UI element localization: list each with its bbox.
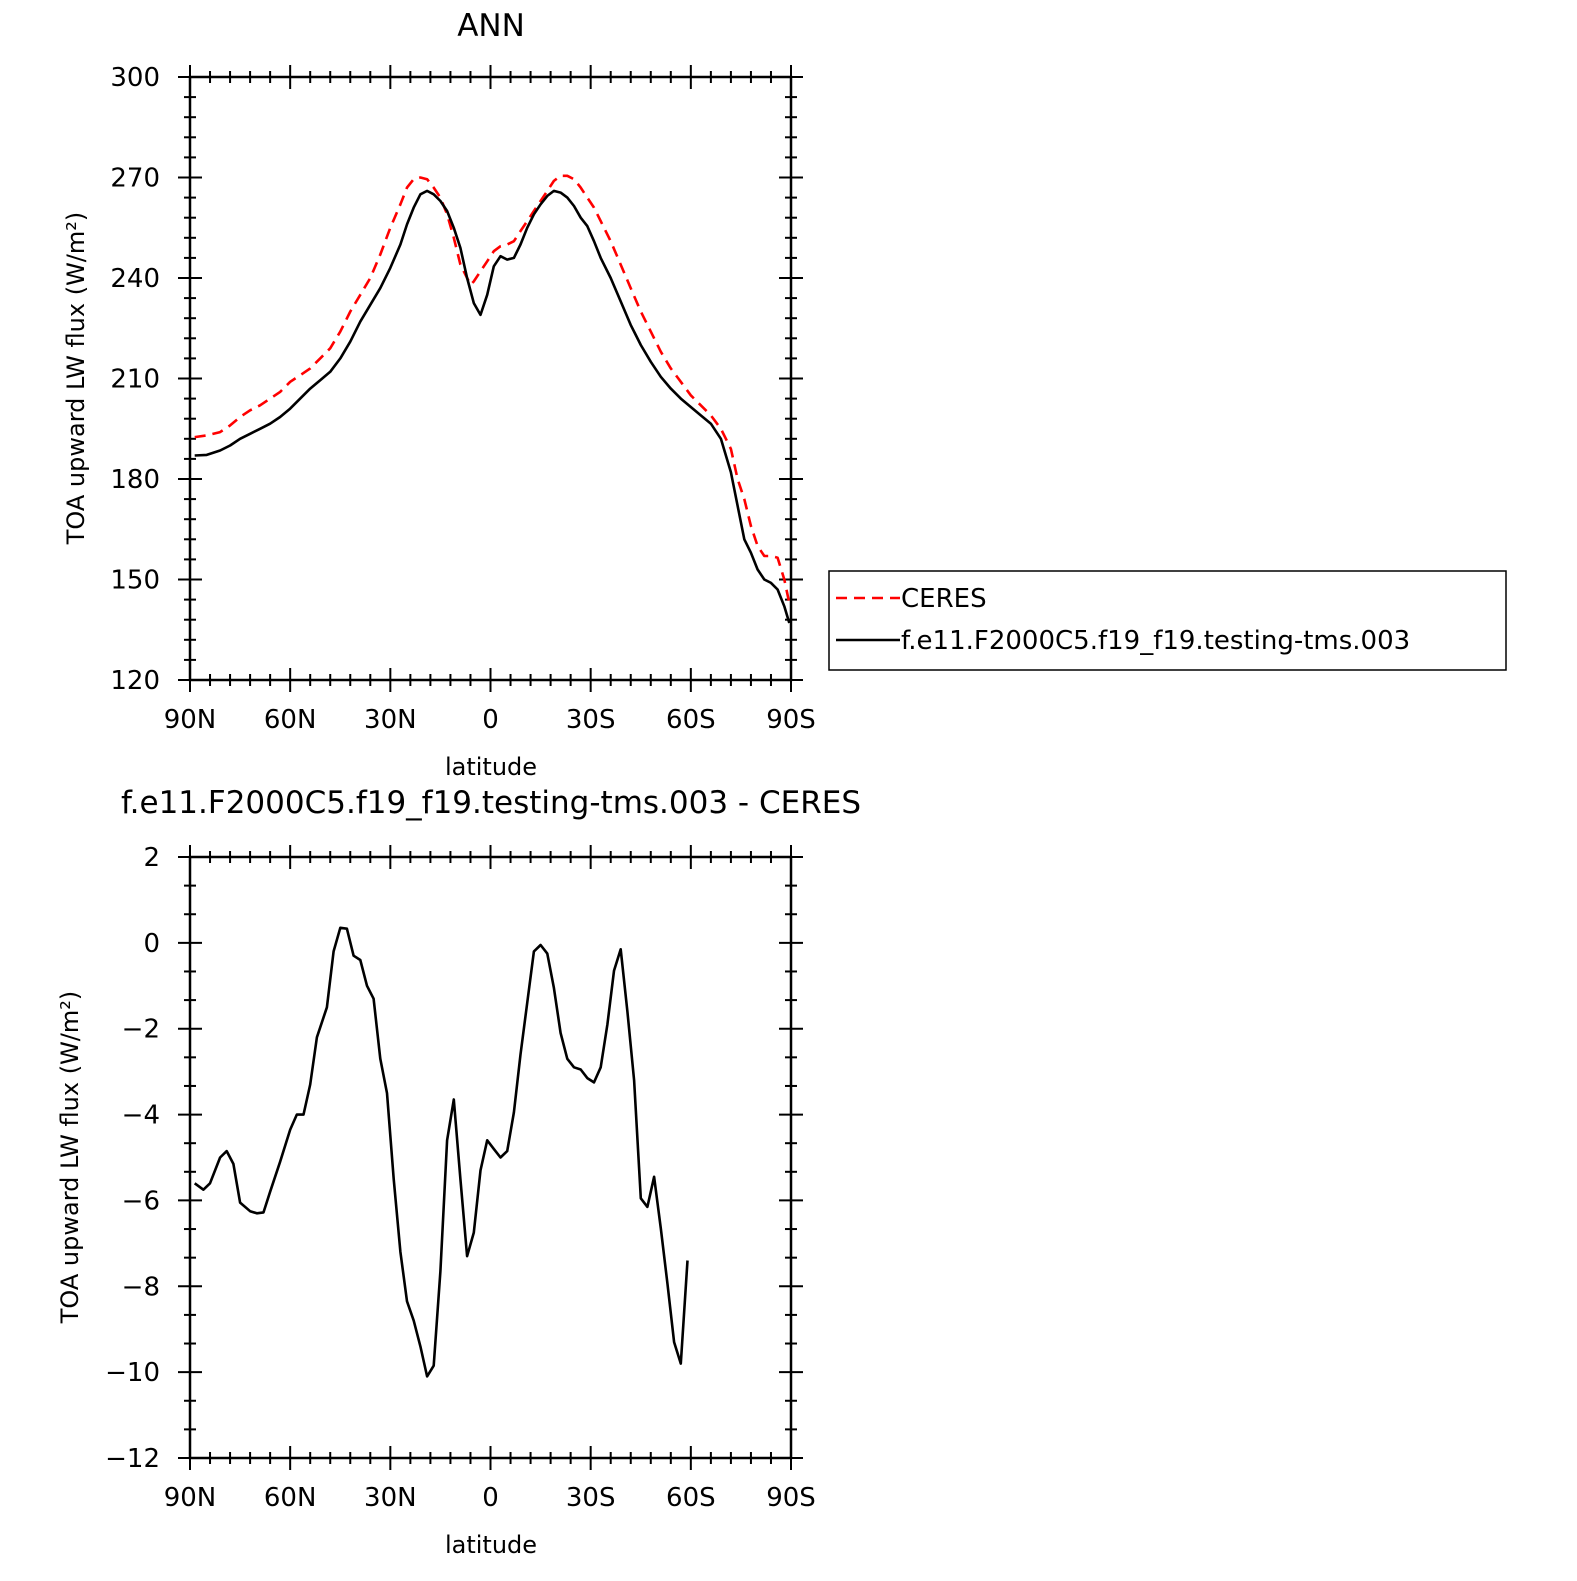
legend: CERES f.e11.F2000C5.f19_f19.testing-tms.… xyxy=(828,570,1507,671)
top-series-line-ceres xyxy=(194,174,791,604)
bottom-y-tick-labels: −12 −10 −8 −6 −4 −2 0 2 xyxy=(105,843,160,1474)
bottom-plot-lines xyxy=(193,926,689,1378)
bottom-x-tick-label: 60S xyxy=(666,1483,716,1513)
bottom-x-tick-label: 30N xyxy=(364,1483,417,1513)
bottom-y-tick-label: −2 xyxy=(122,1015,160,1045)
bottom-x-tick-label: 90S xyxy=(766,1483,816,1513)
bottom-y-tick-label: −8 xyxy=(122,1272,160,1302)
top-x-tick-label: 60N xyxy=(264,705,317,735)
bottom-y-tick-label: −10 xyxy=(105,1358,160,1388)
legend-ceres-label: CERES xyxy=(901,584,987,614)
legend-box xyxy=(828,570,1507,671)
top-x-tick-label: 0 xyxy=(482,705,499,735)
bottom-x-tick-label: 90N xyxy=(164,1483,217,1513)
bottom-y-tick-label: −12 xyxy=(105,1444,160,1474)
top-y-tick-label: 240 xyxy=(110,264,160,294)
top-x-tick-labels: 90N 60N 30N 0 30S 60S 90S xyxy=(164,705,816,735)
bottom-series-line-difference xyxy=(193,926,689,1378)
top-y-tick-label: 180 xyxy=(110,465,160,495)
bottom-x-axis-label: latitude xyxy=(445,1531,537,1559)
bottom-y-tick-label: −6 xyxy=(122,1186,160,1216)
top-x-tick-label: 60S xyxy=(666,705,716,735)
bottom-tick-marks xyxy=(178,845,803,1470)
top-plot-lines xyxy=(194,174,791,624)
bottom-chart-title: f.e11.F2000C5.f19_f19.testing-tms.003 - … xyxy=(121,785,861,821)
top-y-tick-label: 300 xyxy=(110,63,160,93)
top-plot-frame xyxy=(188,75,793,682)
bottom-y-axis-label: TOA upward LW flux (W/m²) xyxy=(56,991,84,1325)
top-x-tick-label: 90N xyxy=(164,705,217,735)
top-y-tick-label: 210 xyxy=(110,365,160,395)
top-y-tick-label: 150 xyxy=(110,566,160,596)
top-chart: ANN 90N 60N 30N 0 30S 60S 90S 120 150 180 210 240 2… xyxy=(62,8,816,781)
top-y-axis-label: TOA upward LW flux (W/m²) xyxy=(62,212,90,546)
bottom-chart: f.e11.F2000C5.f19_f19.testing-tms.003 - … xyxy=(56,785,861,1559)
legend-model-label: f.e11.F2000C5.f19_f19.testing-tms.003 xyxy=(901,626,1410,656)
bottom-y-tick-label: 2 xyxy=(143,843,160,873)
bottom-x-tick-label: 60N xyxy=(264,1483,317,1513)
top-y-tick-labels: 120 150 180 210 240 270 300 xyxy=(110,63,160,696)
top-tick-marks xyxy=(178,65,803,692)
bottom-y-tick-label: 0 xyxy=(143,929,160,959)
top-x-tick-label: 90S xyxy=(766,705,816,735)
top-chart-title: ANN xyxy=(457,8,525,44)
bottom-x-tick-labels: 90N 60N 30N 0 30S 60S 90S xyxy=(164,1483,816,1513)
top-y-tick-label: 120 xyxy=(110,666,160,696)
top-series-line-f-e11-f2000c5-f19-f19-testing-tms-003 xyxy=(194,189,791,624)
top-y-tick-label: 270 xyxy=(110,164,160,194)
top-x-tick-label: 30S xyxy=(566,705,616,735)
top-x-axis-label: latitude xyxy=(445,753,537,781)
bottom-y-tick-label: −4 xyxy=(122,1101,160,1131)
top-x-tick-label: 30N xyxy=(364,705,417,735)
bottom-x-tick-label: 0 xyxy=(482,1483,499,1513)
bottom-x-tick-label: 30S xyxy=(566,1483,616,1513)
